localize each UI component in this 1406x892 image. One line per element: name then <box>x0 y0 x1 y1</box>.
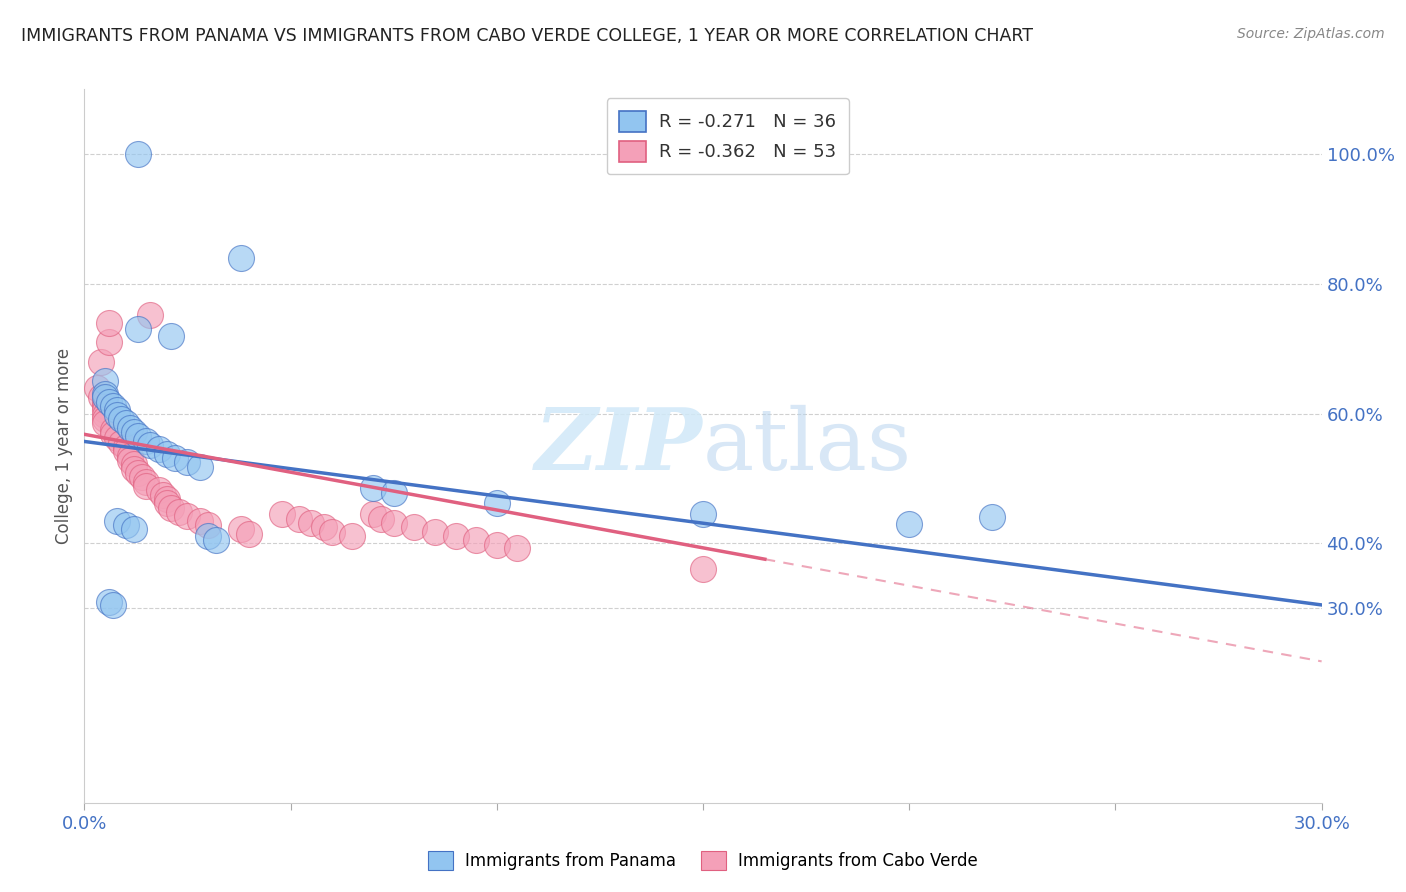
Point <box>127 467 149 481</box>
Point <box>127 322 149 336</box>
Point <box>382 485 405 500</box>
Point <box>485 496 508 510</box>
Point <box>342 528 364 542</box>
Point <box>105 431 128 445</box>
Point <box>167 505 190 519</box>
Point <box>692 507 714 521</box>
Point <box>110 435 132 450</box>
Point <box>898 516 921 531</box>
Point <box>465 533 488 547</box>
Point <box>312 520 335 534</box>
Point <box>118 449 141 463</box>
Point <box>114 440 136 454</box>
Point <box>122 461 145 475</box>
Point <box>176 509 198 524</box>
Point <box>205 533 228 547</box>
Point <box>197 518 219 533</box>
Point <box>127 147 149 161</box>
Point <box>156 447 179 461</box>
Point <box>94 408 117 422</box>
Point <box>238 526 260 541</box>
Point <box>135 434 157 448</box>
Point <box>114 417 136 431</box>
Text: IMMIGRANTS FROM PANAMA VS IMMIGRANTS FROM CABO VERDE COLLEGE, 1 YEAR OR MORE COR: IMMIGRANTS FROM PANAMA VS IMMIGRANTS FRO… <box>21 27 1033 45</box>
Point <box>423 524 446 539</box>
Point <box>156 492 179 507</box>
Point <box>361 481 384 495</box>
Point <box>98 316 121 330</box>
Text: atlas: atlas <box>703 404 912 488</box>
Point <box>98 595 121 609</box>
Point <box>444 528 467 542</box>
Point <box>404 520 426 534</box>
Point <box>370 511 392 525</box>
Point <box>160 500 183 515</box>
Point <box>94 390 117 404</box>
Point <box>114 444 136 458</box>
Point <box>90 354 112 368</box>
Point <box>506 541 529 556</box>
Point <box>148 483 170 497</box>
Point <box>135 479 157 493</box>
Text: Source: ZipAtlas.com: Source: ZipAtlas.com <box>1237 27 1385 41</box>
Point <box>94 399 117 413</box>
Point <box>197 528 219 542</box>
Text: ZIP: ZIP <box>536 404 703 488</box>
Point <box>271 507 294 521</box>
Point <box>156 496 179 510</box>
Point <box>188 459 211 474</box>
Point <box>288 511 311 525</box>
Point <box>139 308 162 322</box>
Point <box>98 395 121 409</box>
Point <box>103 423 125 437</box>
Point <box>103 427 125 442</box>
Point <box>114 518 136 533</box>
Point <box>165 450 187 465</box>
Point <box>94 395 117 409</box>
Point <box>98 335 121 350</box>
Point <box>152 488 174 502</box>
Point <box>103 399 125 413</box>
Point <box>118 453 141 467</box>
Point <box>139 438 162 452</box>
Y-axis label: College, 1 year or more: College, 1 year or more <box>55 348 73 544</box>
Point <box>122 425 145 439</box>
Point <box>176 455 198 469</box>
Point <box>118 421 141 435</box>
Point <box>127 429 149 443</box>
Point <box>94 374 117 388</box>
Point <box>692 562 714 576</box>
Point <box>188 514 211 528</box>
Point <box>321 524 343 539</box>
Point <box>160 328 183 343</box>
Point <box>229 251 252 265</box>
Point <box>105 408 128 422</box>
Point <box>105 514 128 528</box>
Point <box>94 417 117 431</box>
Point <box>980 510 1002 524</box>
Point <box>382 516 405 530</box>
Point <box>299 516 322 530</box>
Point <box>485 538 508 552</box>
Point <box>122 522 145 536</box>
Point <box>148 442 170 457</box>
Point <box>94 403 117 417</box>
Point <box>361 507 384 521</box>
Point <box>105 403 128 417</box>
Point <box>94 411 117 425</box>
Point <box>131 470 153 484</box>
Point <box>94 387 117 401</box>
Point <box>90 390 112 404</box>
Point <box>135 475 157 489</box>
Point <box>229 522 252 536</box>
Point <box>110 411 132 425</box>
Point <box>122 457 145 471</box>
Point <box>86 381 108 395</box>
Point <box>103 598 125 612</box>
Legend: Immigrants from Panama, Immigrants from Cabo Verde: Immigrants from Panama, Immigrants from … <box>419 841 987 880</box>
